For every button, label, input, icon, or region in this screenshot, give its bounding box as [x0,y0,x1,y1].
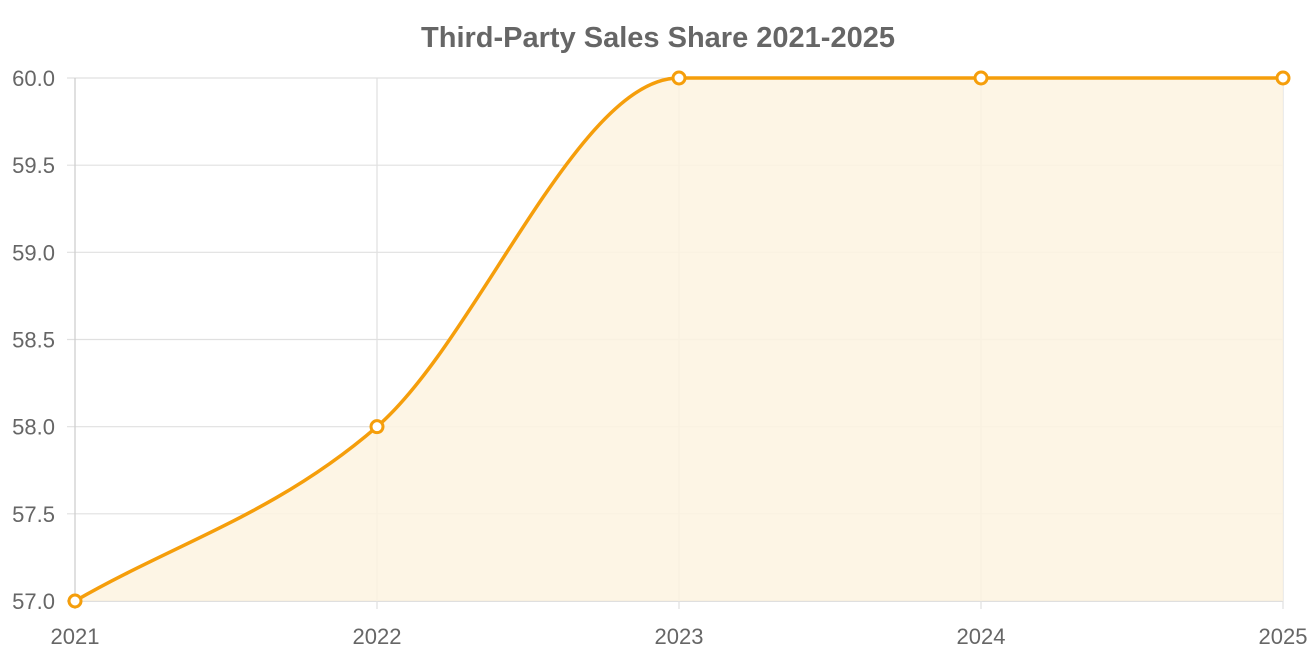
x-tick-label: 2022 [353,624,402,649]
data-point [369,419,385,435]
data-point [1275,70,1291,86]
y-tick-label: 58.5 [12,328,55,353]
series-line [74,76,1283,603]
y-tick-label: 58.0 [12,415,55,440]
y-tick-label: 60.0 [12,66,55,91]
x-tick-label: 2021 [51,624,100,649]
series-area-fill [75,78,1283,601]
x-tick-label: 2023 [655,624,704,649]
data-points [67,70,1291,609]
data-point [67,593,83,609]
y-tick-label: 59.0 [12,240,55,265]
x-tick-label: 2025 [1259,624,1308,649]
y-tick-label: 59.5 [12,153,55,178]
y-tick-labels: 57.0 57.5 58.0 58.5 59.0 59.5 60.0 [12,66,55,614]
y-tick-label: 57.0 [12,589,55,614]
data-point [973,70,989,86]
chart-title: Third-Party Sales Share 2021-2025 [421,22,895,54]
y-tick-label: 57.5 [12,502,55,527]
data-point [671,70,687,86]
x-tick-labels: 2021 2022 2023 2024 2025 [51,624,1308,649]
x-tick-label: 2024 [957,624,1006,649]
